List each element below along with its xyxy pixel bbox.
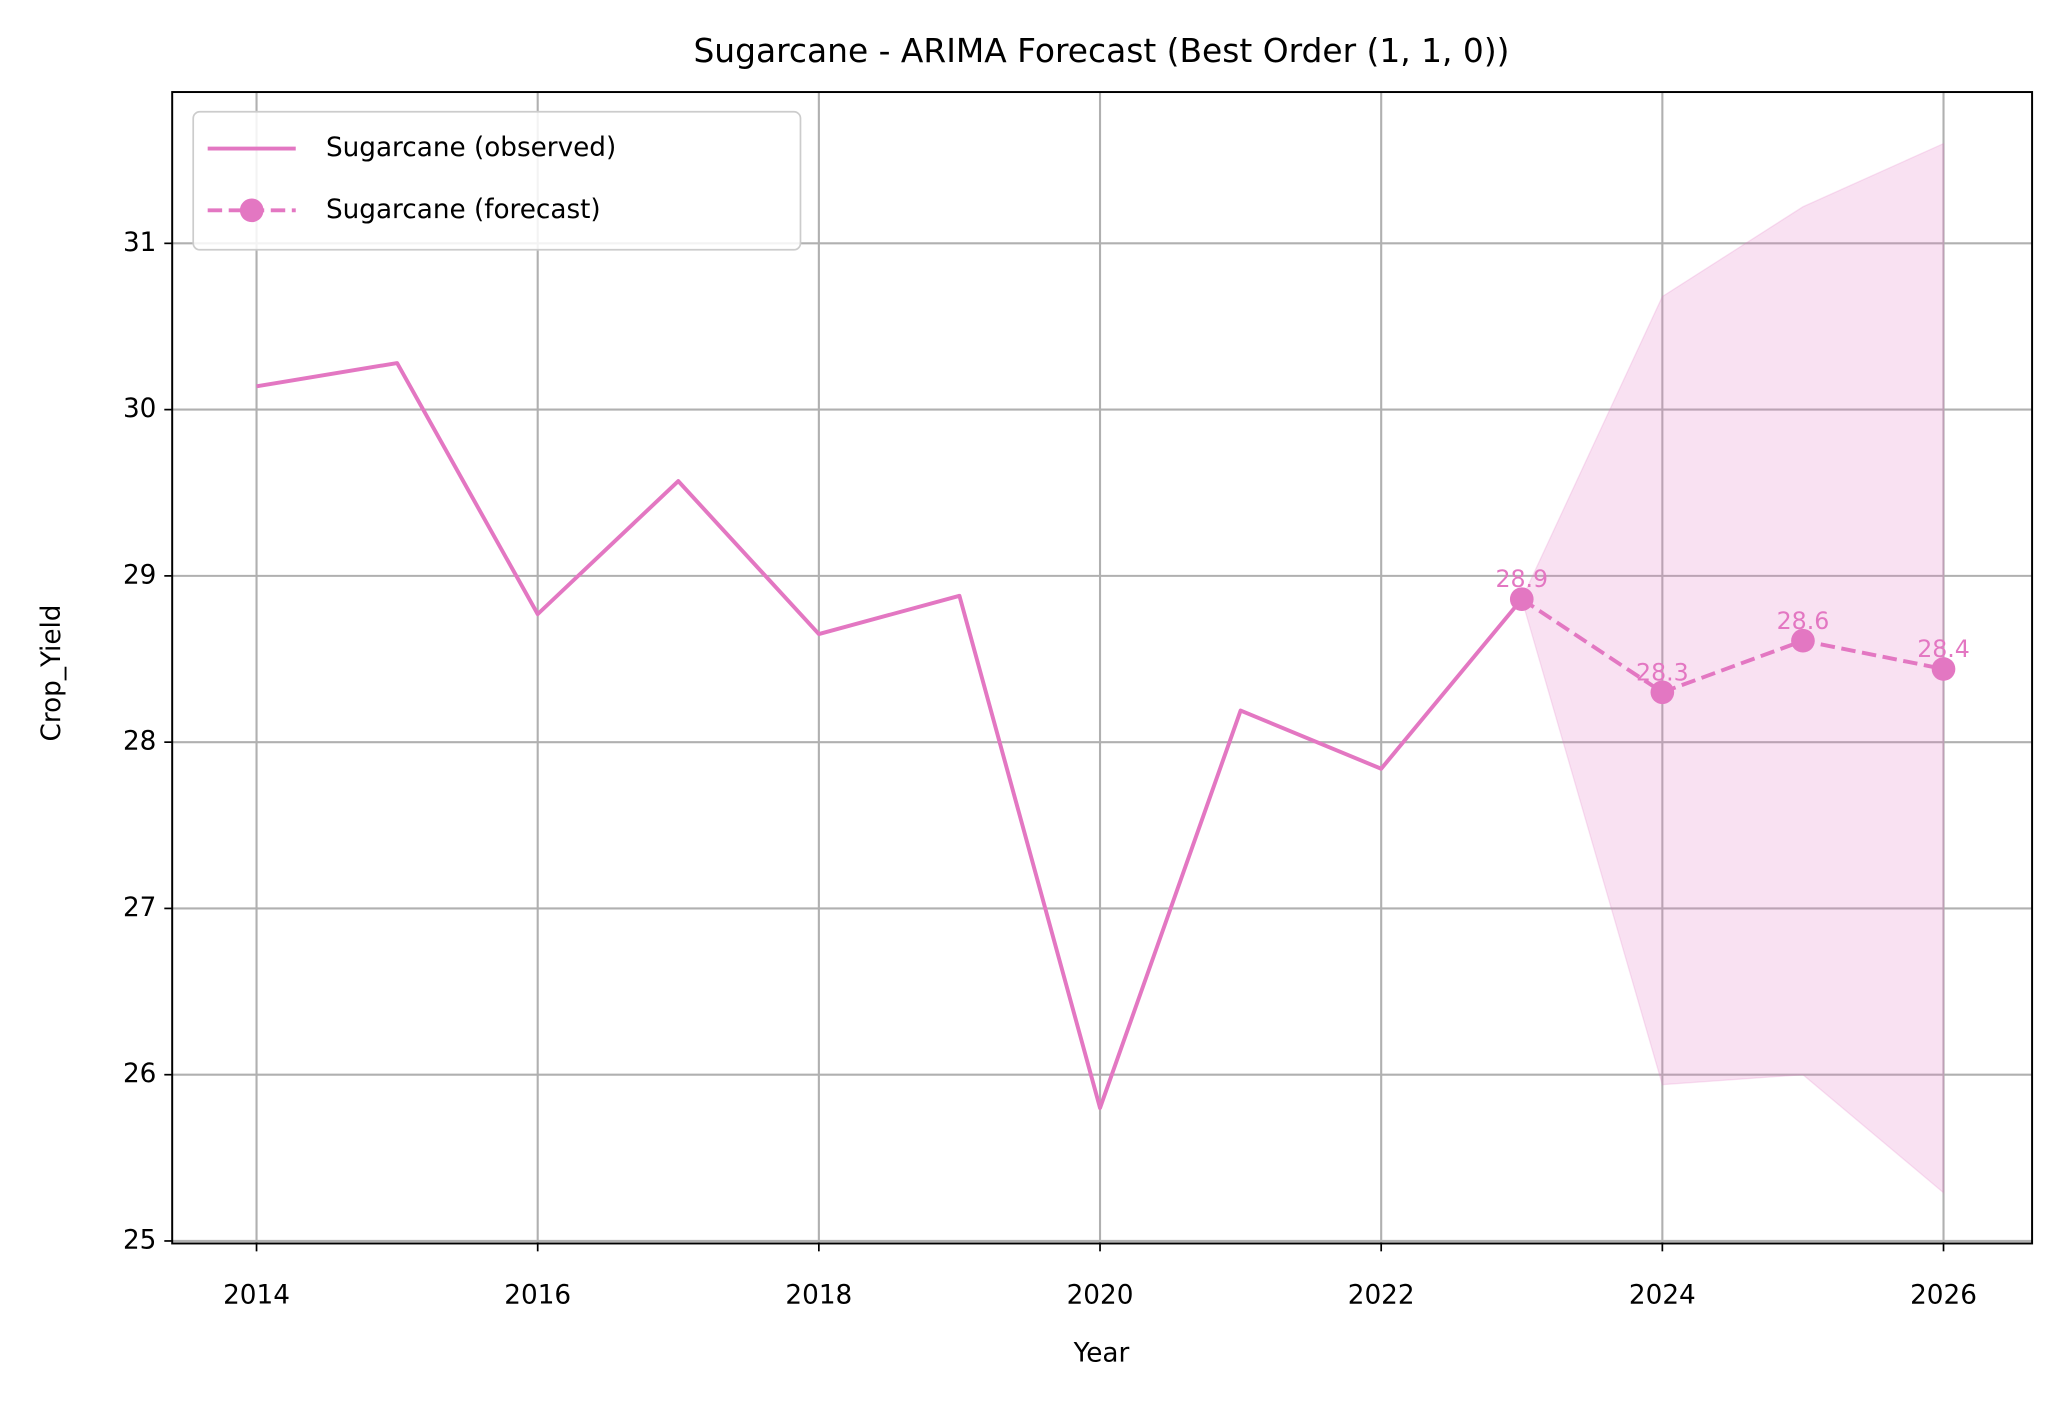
legend-box <box>192 110 802 251</box>
y-tick-label: 30 <box>123 394 156 424</box>
value-label: 28.3 <box>1636 658 1689 686</box>
y-tick-label: 31 <box>123 228 156 258</box>
legend: Sugarcane (observed) Sugarcane (forecast) <box>192 110 802 251</box>
x-tick-label: 2014 <box>223 1281 290 1311</box>
value-label: 28.9 <box>1495 565 1548 593</box>
x-tick-label: 2020 <box>1067 1281 1134 1311</box>
forecast-marker <box>1650 680 1675 705</box>
plot-area: 28.9 28.3 28.6 28.4 <box>256 142 1970 1195</box>
legend-label: Sugarcane (forecast) <box>326 195 601 225</box>
y-tick-label: 25 <box>123 1225 156 1255</box>
forecast-marker <box>1509 587 1534 611</box>
value-label: 28.4 <box>1917 635 1970 663</box>
grid <box>172 92 2033 1244</box>
forecast-marker <box>1791 628 1815 653</box>
series-line <box>256 361 1524 1110</box>
x-tick-label: 2024 <box>1629 1281 1696 1311</box>
y-tick-label: 26 <box>123 1059 156 1089</box>
x-tick-label: 2026 <box>1910 1281 1977 1311</box>
y-axis-label: Crop_Yield <box>37 605 67 742</box>
x-axis-label: Year <box>1073 1338 1130 1368</box>
forecast-marker <box>1931 657 1956 681</box>
x-tick-label: 2018 <box>785 1281 852 1311</box>
series-line <box>1520 597 1944 695</box>
legend-marker <box>239 198 264 223</box>
legend-label: Sugarcane (observed) <box>326 133 616 163</box>
y-tick-label: 29 <box>123 560 156 590</box>
value-label: 28.6 <box>1777 607 1830 635</box>
axes-frame <box>171 91 2034 1245</box>
x-tick-label: 2022 <box>1348 1281 1415 1311</box>
chart-title: Sugarcane - ARIMA Forecast (Best Order (… <box>693 31 1509 70</box>
y-tick-label: 28 <box>123 727 156 757</box>
x-tick-label: 2016 <box>504 1281 571 1311</box>
y-tick-label: 27 <box>123 893 156 923</box>
